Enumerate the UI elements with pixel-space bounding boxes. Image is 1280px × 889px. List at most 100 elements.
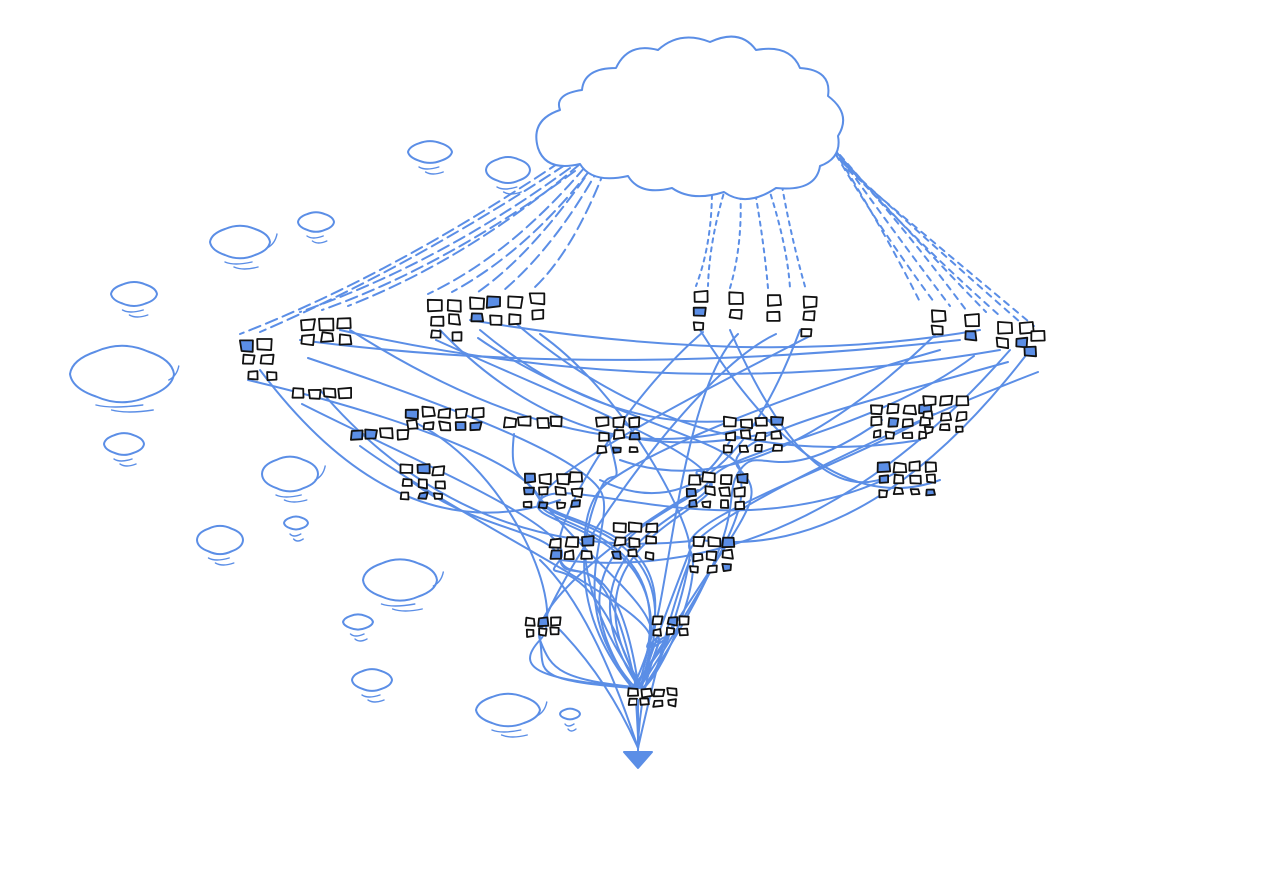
node-box (401, 478, 413, 487)
mid-group-16 (524, 616, 562, 638)
node-box (701, 500, 712, 509)
node-box (422, 421, 435, 430)
node-box (598, 431, 610, 442)
node-box (692, 321, 705, 331)
node-box (446, 299, 462, 313)
node-box (878, 474, 889, 484)
top-group-10 (930, 309, 947, 336)
node-box (336, 317, 352, 330)
node-box (517, 415, 532, 427)
node-box (740, 418, 753, 430)
node-box (940, 412, 953, 422)
small-cloud-2 (485, 155, 531, 195)
dashed-link (299, 167, 571, 313)
node-box (266, 371, 278, 381)
node-box (939, 423, 951, 432)
dashed-link (533, 168, 606, 289)
node-box (902, 404, 917, 416)
node-box (707, 536, 722, 548)
node-box (721, 536, 736, 549)
node-box (893, 473, 905, 485)
node-box (489, 314, 503, 326)
cross-link (349, 329, 771, 440)
small-cloud-6 (69, 344, 180, 413)
node-box (437, 407, 452, 419)
node-box (887, 417, 900, 428)
node-box (399, 463, 414, 474)
node-box (964, 313, 980, 328)
dashed-link (831, 145, 967, 311)
mid-group-5 (595, 416, 641, 455)
solid-link (511, 433, 657, 689)
node-box (802, 310, 816, 322)
node-box (771, 443, 783, 452)
node-box (522, 500, 533, 509)
node-box (536, 417, 550, 429)
node-box (508, 313, 522, 326)
node-box (350, 429, 364, 441)
node-box (570, 487, 584, 498)
node-box (307, 389, 322, 400)
node-box (611, 550, 622, 560)
top-group-11 (964, 313, 980, 342)
mid-group-9 (399, 463, 446, 501)
node-box (901, 418, 914, 428)
node-box (639, 697, 650, 706)
mid-group-1 (291, 386, 352, 400)
node-box (627, 687, 639, 697)
node-box (525, 628, 535, 638)
node-box (1015, 336, 1029, 349)
node-box (995, 336, 1010, 350)
top-group-5 (528, 292, 546, 321)
node-box (739, 429, 752, 440)
node-box (256, 338, 273, 351)
node-box (728, 291, 744, 305)
node-box (434, 480, 446, 490)
node-box (766, 310, 781, 322)
node-box (364, 428, 378, 440)
node-box (417, 478, 428, 490)
node-box (421, 405, 436, 418)
node-box (720, 499, 730, 509)
node-box (651, 615, 664, 626)
mid-group-15 (689, 536, 736, 574)
dashed-link (729, 185, 742, 289)
solid-link (642, 419, 883, 689)
top-group-4 (469, 295, 524, 326)
node-box (644, 551, 655, 561)
node-box (870, 415, 883, 427)
node-box (399, 491, 410, 501)
dashed-link (451, 169, 591, 293)
node-box (800, 328, 813, 338)
cross-link (699, 329, 941, 489)
small-cloud-5 (110, 281, 158, 318)
small-cloud-3 (297, 211, 335, 244)
node-box (754, 431, 767, 441)
node-box (454, 421, 467, 431)
node-box (379, 427, 394, 440)
node-box (550, 616, 562, 627)
node-box (955, 395, 970, 407)
mid-group-7 (870, 402, 933, 440)
node-box (652, 628, 662, 637)
cross-link (559, 349, 1011, 564)
main-cloud-layer (535, 35, 845, 200)
mid-group-3 (404, 405, 485, 432)
node-box (955, 425, 964, 433)
node-box (666, 616, 679, 627)
node-box (925, 473, 937, 484)
mid-group-11 (685, 471, 749, 511)
node-box (770, 430, 783, 440)
node-box (524, 616, 536, 627)
node-box (426, 298, 443, 313)
node-box (337, 386, 352, 400)
dashed-link (695, 185, 714, 287)
node-box (613, 536, 627, 547)
node-box (645, 535, 657, 545)
mid-group-2 (350, 427, 410, 441)
node-box (939, 394, 954, 407)
node-box (247, 370, 259, 381)
node-box (918, 430, 927, 440)
node-box (430, 329, 442, 339)
